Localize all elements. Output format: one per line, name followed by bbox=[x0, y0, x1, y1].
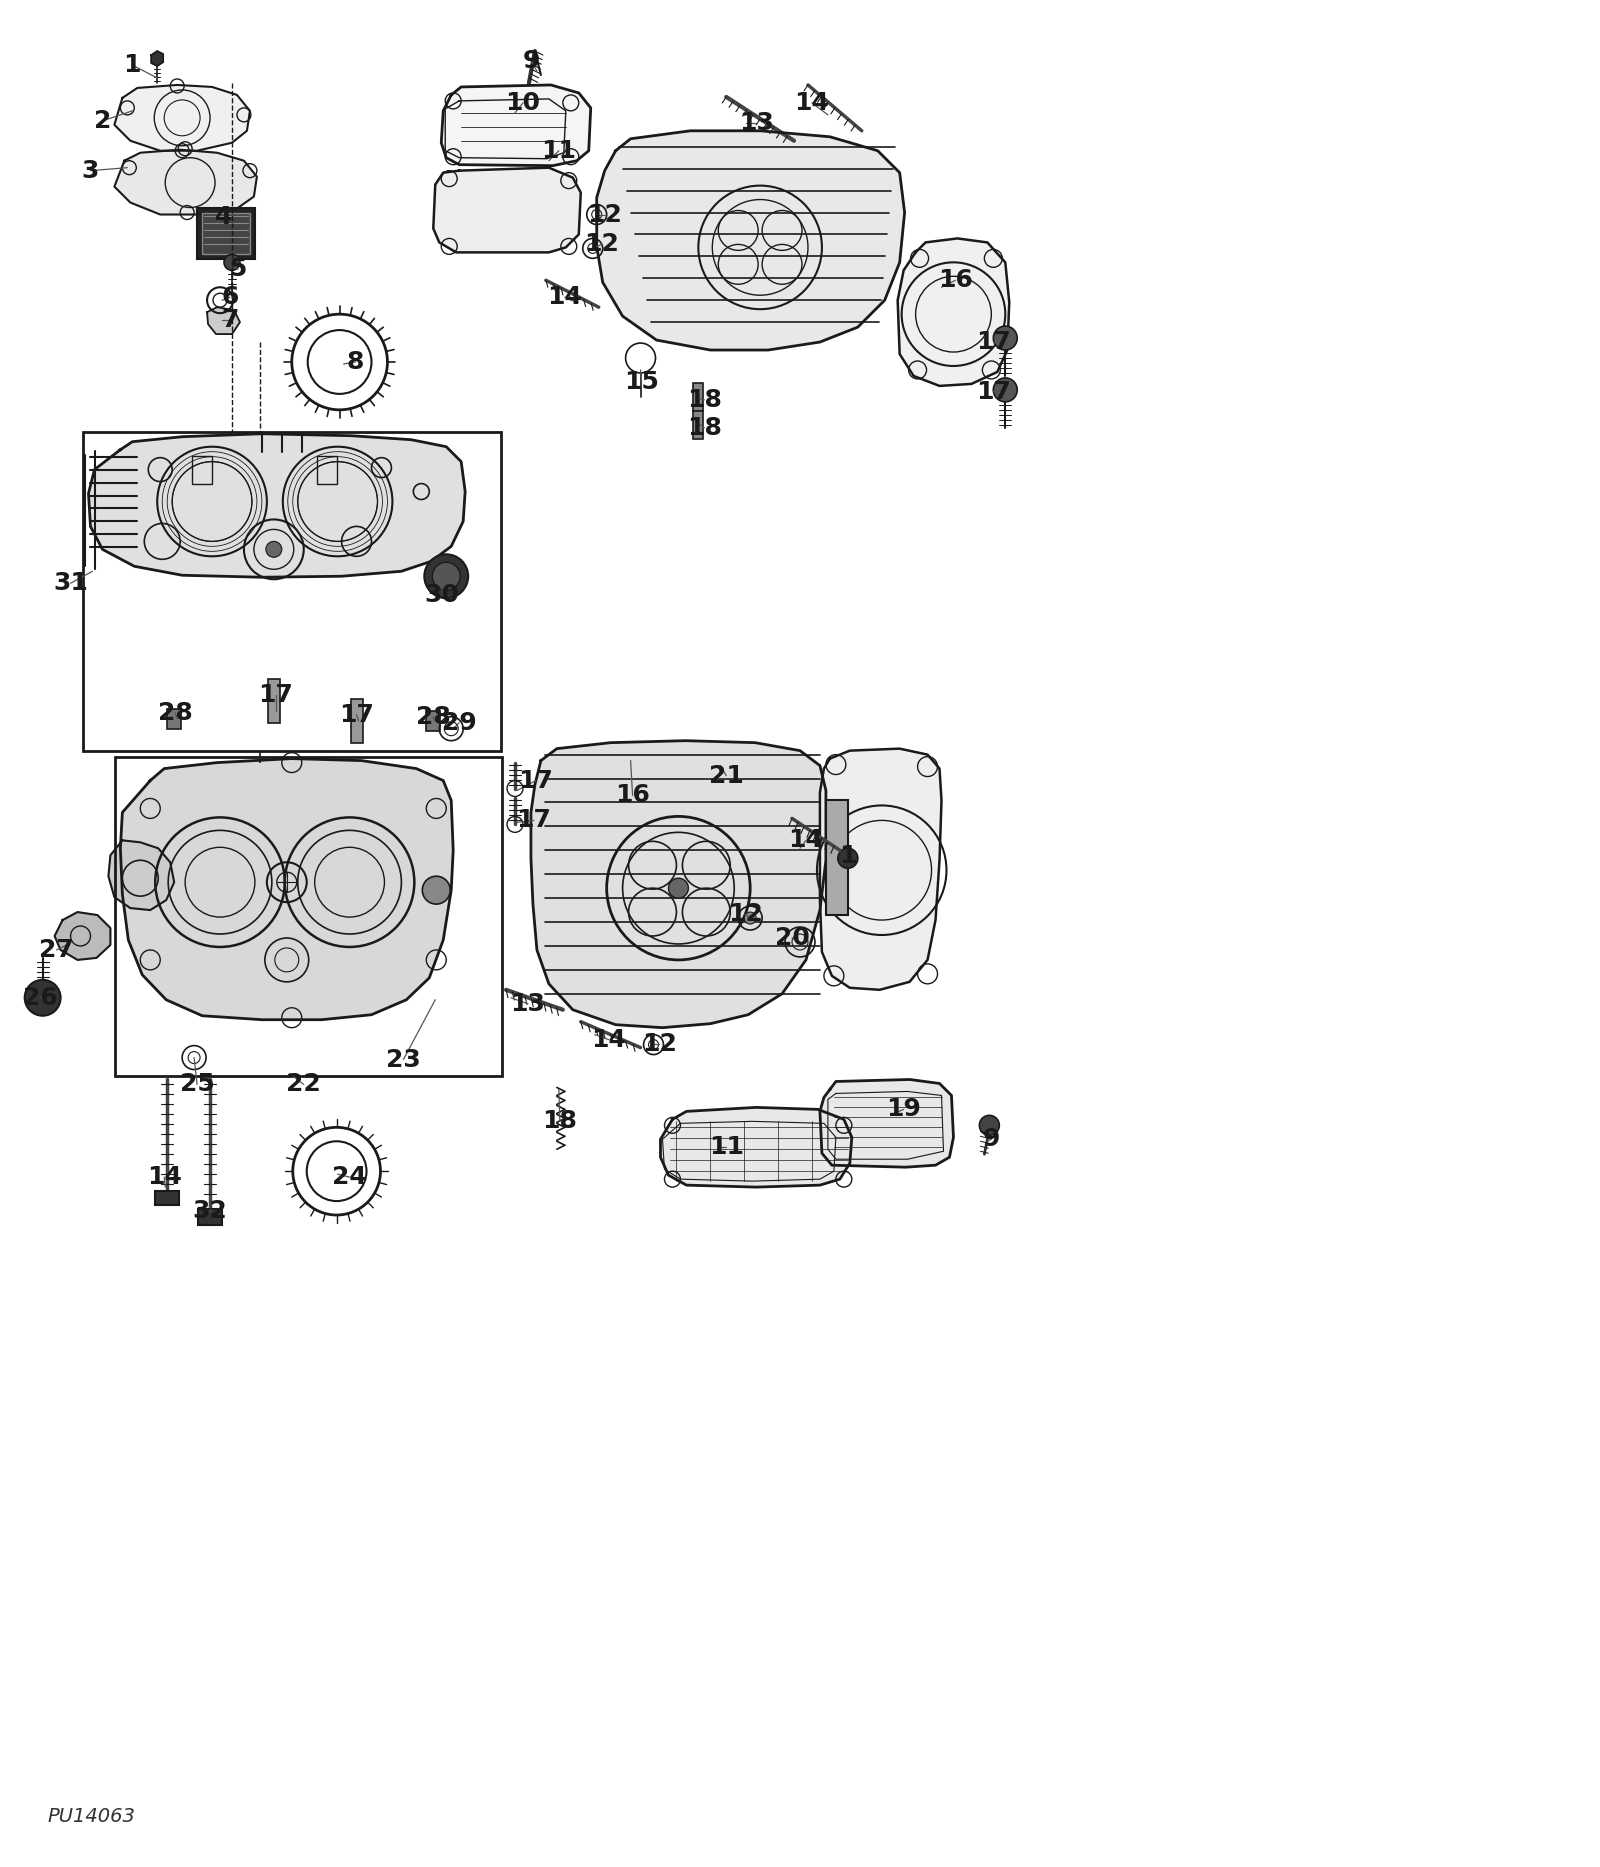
Bar bbox=[202, 213, 250, 254]
Text: 28: 28 bbox=[416, 704, 451, 728]
Text: 31: 31 bbox=[53, 571, 88, 596]
Polygon shape bbox=[54, 913, 110, 960]
Text: 23: 23 bbox=[386, 1047, 421, 1072]
Polygon shape bbox=[597, 131, 904, 349]
Text: 17: 17 bbox=[258, 683, 293, 708]
Bar bbox=[267, 680, 280, 723]
Text: 17: 17 bbox=[976, 379, 1011, 403]
Circle shape bbox=[432, 562, 461, 590]
Text: 17: 17 bbox=[339, 702, 374, 726]
Text: PU14063: PU14063 bbox=[48, 1807, 136, 1826]
Text: 29: 29 bbox=[442, 711, 477, 736]
Text: 14: 14 bbox=[547, 286, 582, 310]
Text: 22: 22 bbox=[286, 1072, 322, 1096]
Text: 5: 5 bbox=[229, 258, 246, 282]
Circle shape bbox=[24, 980, 61, 1016]
Bar bbox=[192, 456, 213, 484]
Bar bbox=[83, 431, 501, 751]
Circle shape bbox=[994, 327, 1018, 349]
Text: 27: 27 bbox=[40, 937, 74, 962]
Text: 19: 19 bbox=[886, 1098, 922, 1122]
Bar bbox=[198, 1210, 222, 1225]
Circle shape bbox=[838, 848, 858, 868]
Polygon shape bbox=[109, 840, 174, 909]
Text: 12: 12 bbox=[584, 232, 619, 256]
Text: 6: 6 bbox=[221, 286, 238, 310]
Polygon shape bbox=[434, 168, 581, 252]
Text: 7: 7 bbox=[221, 308, 238, 332]
Text: 3: 3 bbox=[82, 159, 99, 183]
Text: 13: 13 bbox=[739, 110, 773, 134]
Text: 2: 2 bbox=[94, 108, 110, 133]
Text: 18: 18 bbox=[686, 388, 722, 413]
Text: 32: 32 bbox=[192, 1199, 227, 1223]
Bar bbox=[826, 801, 848, 915]
Polygon shape bbox=[114, 149, 258, 215]
Circle shape bbox=[744, 913, 757, 924]
Bar bbox=[350, 698, 363, 743]
Bar bbox=[426, 711, 440, 730]
Polygon shape bbox=[898, 239, 1010, 386]
Bar bbox=[693, 411, 704, 439]
Bar bbox=[168, 709, 181, 728]
Text: 18: 18 bbox=[542, 1109, 578, 1133]
Bar bbox=[317, 456, 336, 484]
Text: 10: 10 bbox=[506, 91, 541, 116]
Text: 13: 13 bbox=[510, 991, 546, 1016]
Polygon shape bbox=[442, 86, 590, 166]
Bar bbox=[155, 1191, 179, 1204]
Text: 16: 16 bbox=[938, 269, 973, 293]
Text: 12: 12 bbox=[728, 902, 763, 926]
Circle shape bbox=[424, 554, 469, 597]
Polygon shape bbox=[819, 749, 941, 990]
Bar bbox=[115, 756, 502, 1075]
Text: 8: 8 bbox=[347, 349, 365, 373]
Text: 4: 4 bbox=[216, 205, 232, 230]
Text: 14: 14 bbox=[147, 1165, 182, 1189]
Text: 1: 1 bbox=[838, 844, 856, 868]
Bar bbox=[197, 207, 254, 260]
Bar bbox=[693, 383, 704, 411]
Circle shape bbox=[266, 541, 282, 558]
Polygon shape bbox=[206, 308, 240, 334]
Text: 20: 20 bbox=[774, 926, 810, 950]
Text: 16: 16 bbox=[614, 784, 650, 808]
Circle shape bbox=[669, 877, 688, 898]
Text: 28: 28 bbox=[158, 700, 192, 724]
Circle shape bbox=[224, 254, 240, 271]
Text: 17: 17 bbox=[517, 808, 552, 833]
Text: 11: 11 bbox=[541, 138, 576, 162]
Text: 12: 12 bbox=[642, 1032, 677, 1055]
Text: 14: 14 bbox=[789, 829, 824, 853]
Polygon shape bbox=[819, 1079, 954, 1167]
Text: 24: 24 bbox=[333, 1165, 366, 1189]
Polygon shape bbox=[152, 50, 163, 65]
Text: 25: 25 bbox=[179, 1072, 214, 1096]
Circle shape bbox=[422, 876, 450, 904]
Polygon shape bbox=[114, 86, 250, 151]
Polygon shape bbox=[88, 433, 466, 577]
Text: 18: 18 bbox=[686, 416, 722, 441]
Text: 30: 30 bbox=[426, 583, 459, 607]
Text: 17: 17 bbox=[518, 769, 554, 792]
Circle shape bbox=[979, 1115, 1000, 1135]
Text: 9: 9 bbox=[522, 49, 539, 73]
Text: 14: 14 bbox=[592, 1027, 626, 1051]
Text: 26: 26 bbox=[24, 986, 58, 1010]
Text: 14: 14 bbox=[795, 91, 829, 116]
Polygon shape bbox=[531, 741, 826, 1027]
Text: 17: 17 bbox=[976, 330, 1011, 355]
Text: 11: 11 bbox=[709, 1135, 744, 1159]
Circle shape bbox=[994, 377, 1018, 401]
Text: 15: 15 bbox=[624, 370, 659, 394]
Polygon shape bbox=[661, 1107, 851, 1187]
Text: 12: 12 bbox=[587, 202, 622, 226]
Text: 1: 1 bbox=[123, 52, 141, 77]
Polygon shape bbox=[120, 758, 453, 1019]
Text: 21: 21 bbox=[709, 764, 744, 788]
Text: 9: 9 bbox=[982, 1128, 1000, 1152]
